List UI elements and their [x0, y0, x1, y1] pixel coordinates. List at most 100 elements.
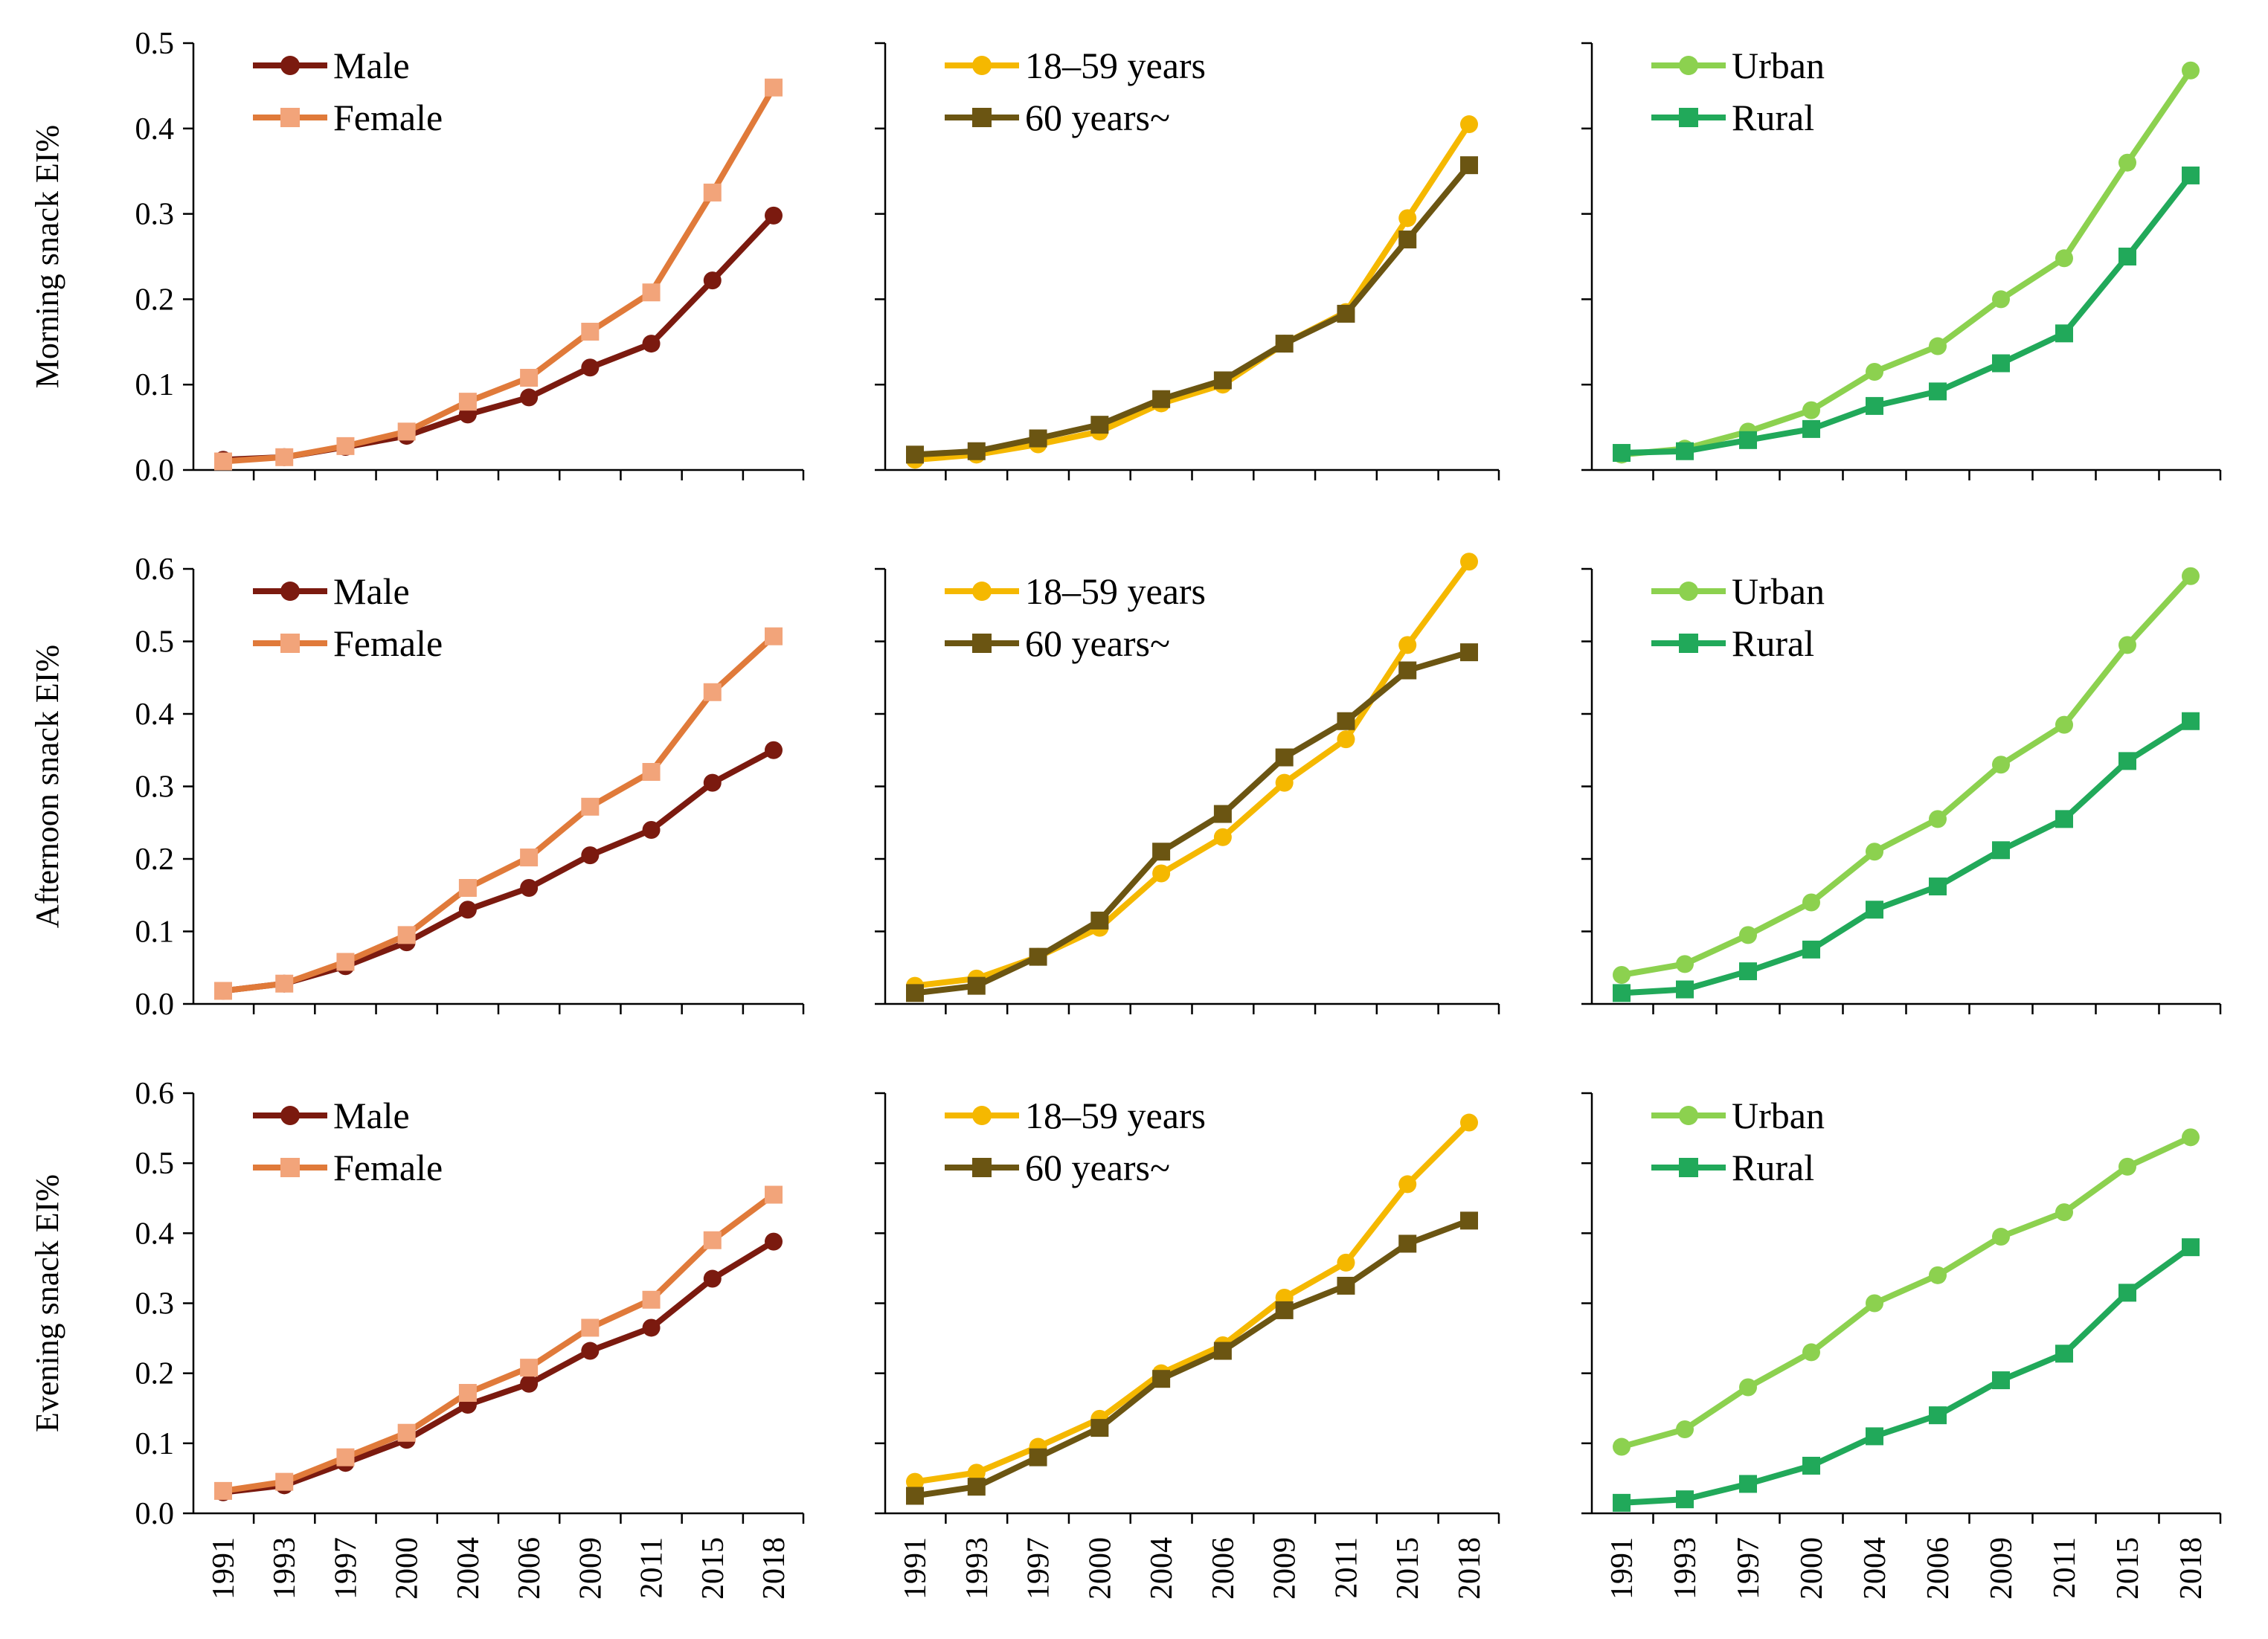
data-point [1460, 1211, 1478, 1230]
data-point [1929, 337, 1947, 355]
x-tick-label: 1991 [207, 1537, 241, 1600]
data-point [520, 879, 539, 897]
data-point [1337, 304, 1355, 323]
x-tick-label: 1997 [1732, 1537, 1766, 1600]
legend-label: Female [333, 1147, 443, 1188]
legend-label: Rural [1732, 97, 1814, 138]
y-tick-label: 0.2 [135, 283, 175, 317]
data-point [1739, 431, 1757, 449]
legend-label: Urban [1732, 45, 1825, 86]
data-point [2182, 166, 2200, 184]
data-point [1213, 828, 1232, 846]
data-point [336, 953, 355, 971]
data-point [703, 683, 722, 701]
data-point [2118, 636, 2136, 654]
legend-marker [972, 108, 992, 127]
legend-label: 60 years~ [1025, 622, 1170, 664]
data-point [397, 1423, 416, 1442]
series-line-urban [1619, 573, 2194, 978]
data-point [1866, 1427, 1883, 1446]
data-point [906, 1487, 924, 1505]
data-point [581, 323, 600, 341]
legend-label: Rural [1732, 622, 1814, 664]
data-point [1460, 643, 1478, 662]
data-point [703, 1269, 722, 1288]
data-point [1866, 1294, 1883, 1313]
x-tick-label: 2004 [452, 1537, 486, 1600]
data-point [2055, 1345, 2073, 1363]
legend-marker [1679, 108, 1698, 127]
data-point [765, 627, 783, 645]
data-point [906, 445, 924, 464]
data-point [1929, 1266, 1947, 1284]
data-point [1337, 730, 1355, 749]
x-tick-label: 1997 [329, 1537, 363, 1600]
x-tick-label: 1997 [1022, 1537, 1056, 1600]
data-point [581, 358, 600, 377]
legend-label: Male [333, 570, 410, 612]
x-tick-label: 2018 [757, 1537, 791, 1600]
legend-label: Male [333, 1095, 410, 1136]
panel-r2-c0: 0.0 0.1 0.2 0.3 0.4 0.5 0.6 1991 1993 1997 2000 200… [29, 1077, 805, 1600]
panel-r0-c2: Urban Rural [1581, 42, 2222, 480]
y-tick-label: 0.3 [135, 770, 175, 805]
data-point [703, 183, 722, 202]
data-point [2118, 1284, 2136, 1302]
x-tick-label: 2018 [2174, 1537, 2208, 1600]
x-tick-label: 1991 [1605, 1537, 1639, 1600]
data-point [458, 901, 477, 919]
legend-marker [972, 1106, 992, 1125]
series-line-male [220, 212, 777, 463]
y-tick-label: 0.5 [135, 1147, 175, 1181]
legend-label: Female [333, 97, 443, 138]
data-point [458, 1384, 477, 1403]
x-tick-label: 2006 [513, 1537, 547, 1600]
y-tick-label: 0.1 [135, 915, 175, 950]
series-line-18-59-years [912, 558, 1472, 989]
x-tick-label: 2015 [696, 1537, 730, 1600]
data-point [1802, 893, 1820, 912]
x-tick-label: 1993 [960, 1537, 995, 1600]
data-point [397, 422, 416, 441]
data-point [1802, 1456, 1820, 1475]
y-axis-label: Morning snack EI% [29, 125, 65, 388]
data-point [1398, 1234, 1417, 1253]
legend-marker [280, 1158, 300, 1177]
data-point [2055, 324, 2073, 343]
data-point [642, 1290, 661, 1309]
data-point [1802, 419, 1820, 438]
data-point [336, 1448, 355, 1466]
data-point [642, 335, 661, 353]
data-point [581, 1318, 600, 1337]
y-axis-label: Afternoon snack EI% [29, 645, 65, 928]
data-point [1992, 841, 2010, 860]
data-point [1992, 1371, 2010, 1390]
data-point [1992, 1228, 2010, 1246]
panel-r1-c2: Urban Rural [1581, 567, 2222, 1014]
data-point [1676, 955, 1694, 973]
data-point [1929, 1406, 1947, 1425]
series-line-18-59-years [912, 1119, 1472, 1485]
y-tick-label: 0.4 [135, 112, 175, 146]
x-tick-label: 1993 [1668, 1537, 1703, 1600]
data-point [1676, 1490, 1694, 1509]
legend-marker [972, 1158, 992, 1177]
data-point [214, 452, 232, 471]
data-point [1029, 1448, 1047, 1466]
x-tick-label: 2000 [391, 1537, 425, 1600]
data-point [1029, 947, 1047, 966]
data-point [520, 388, 539, 407]
y-tick-label: 0.3 [135, 198, 175, 232]
x-tick-label: 2000 [1795, 1537, 1829, 1600]
data-point [1275, 335, 1294, 353]
data-point [967, 976, 986, 995]
y-tick-label: 0.5 [135, 625, 175, 660]
data-point [397, 926, 416, 944]
y-tick-label: 0.4 [135, 698, 175, 732]
data-point [2182, 712, 2200, 730]
data-point [520, 1374, 539, 1393]
data-point [2118, 752, 2136, 770]
data-point [1090, 1419, 1109, 1437]
data-point [1929, 382, 1947, 401]
data-point [2182, 61, 2200, 80]
